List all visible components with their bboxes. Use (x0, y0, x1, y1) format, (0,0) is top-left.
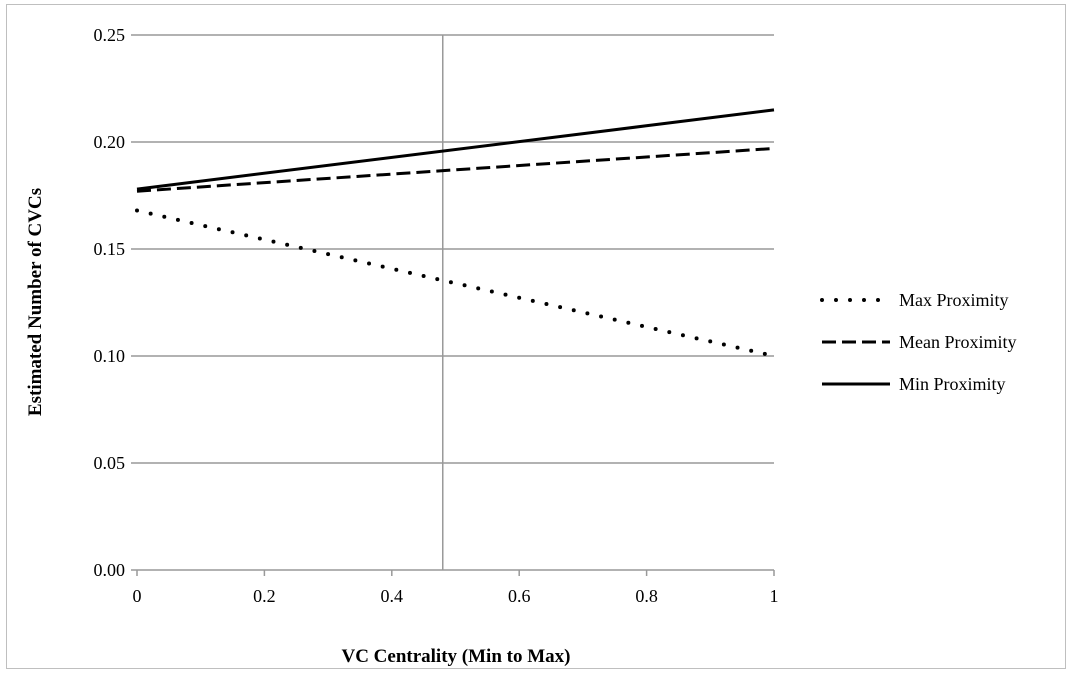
series-lines (135, 108, 776, 358)
legend-label-mean-proximity: Mean Proximity (899, 332, 1017, 352)
y-tick-label: 0.25 (94, 25, 126, 45)
y-tick-labels: 0.00 0.05 0.10 0.15 0.20 0.25 (94, 25, 126, 580)
x-tick-label: 1 (770, 586, 779, 606)
legend-label-max-proximity: Max Proximity (899, 290, 1009, 310)
series-line-mean-proximity (136, 146, 775, 193)
x-tick-label: 0 (133, 586, 142, 606)
x-axis-title: VC Centrality (Min to Max) (341, 646, 570, 667)
y-tick-label: 0.05 (94, 453, 126, 473)
x-tick-label: 0.2 (253, 586, 276, 606)
y-tick-label: 0.00 (94, 560, 126, 580)
grid-lines (131, 34, 775, 576)
legend-label-min-proximity: Min Proximity (899, 374, 1006, 394)
y-tick-label: 0.20 (94, 132, 126, 152)
x-tick-label: 0.6 (508, 586, 531, 606)
legend: Max Proximity Mean Proximity Min Proximity (820, 290, 1017, 394)
x-tick-label: 0.4 (381, 586, 404, 606)
x-tick-labels: 0 0.2 0.4 0.6 0.8 1 (133, 586, 779, 606)
x-tick-label: 0.8 (635, 586, 658, 606)
y-tick-label: 0.15 (94, 239, 126, 259)
series-line-min-proximity (136, 108, 775, 191)
y-tick-label: 0.10 (94, 346, 126, 366)
series-line-max-proximity (135, 208, 776, 358)
chart-frame (6, 4, 1066, 669)
y-axis-title: Estimated Number of CVCs (25, 188, 46, 416)
